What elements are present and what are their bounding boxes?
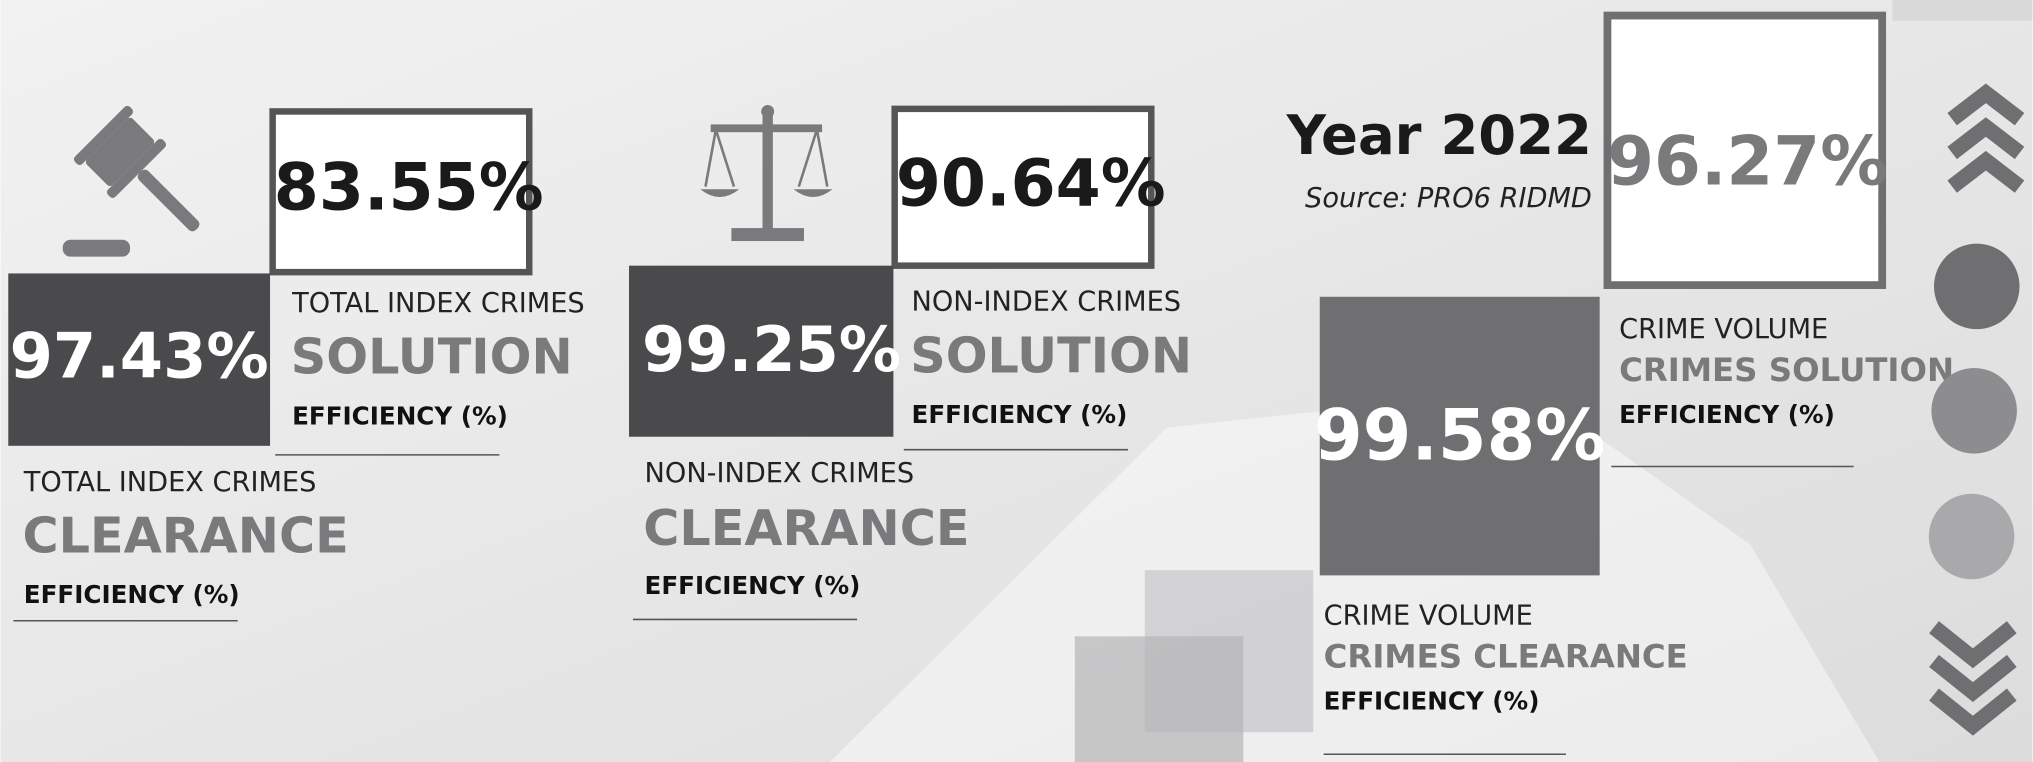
chevrons-down	[1929, 621, 2017, 736]
deco-square	[1074, 636, 1244, 762]
metric: CLEARANCE	[643, 499, 969, 557]
source: Source: PRO6 RIDMD	[1305, 183, 1592, 214]
category: TOTAL INDEX CRIMES	[23, 467, 317, 498]
value-box	[629, 265, 894, 437]
unit: EFFICIENCY (%)	[1619, 400, 1835, 429]
value-box	[891, 105, 1155, 269]
metric: CLEARANCE	[23, 507, 349, 565]
unit: EFFICIENCY (%)	[292, 401, 508, 430]
value: 99.58%	[1314, 395, 1605, 477]
circle	[1928, 493, 2015, 580]
scales-icon	[700, 104, 833, 242]
category: TOTAL INDEX CRIMES	[291, 288, 585, 319]
unit: EFFICIENCY (%)	[912, 400, 1128, 429]
circle	[1934, 243, 2020, 330]
unit: EFFICIENCY (%)	[645, 571, 861, 600]
category: NON-INDEX CRIMES	[645, 458, 915, 489]
year: Year 2022	[1286, 103, 1592, 167]
unit: EFFICIENCY (%)	[24, 580, 240, 609]
category: NON-INDEX CRIMES	[912, 287, 1182, 318]
value: 96.27%	[1607, 121, 1888, 200]
gavel-icon	[62, 105, 200, 257]
category: CRIME VOLUME	[1324, 600, 1533, 631]
value-box	[269, 108, 533, 276]
unit: EFFICIENCY (%)	[1324, 686, 1540, 715]
value-box	[8, 273, 271, 446]
category: CRIME VOLUME	[1619, 314, 1828, 345]
value: 99.25%	[642, 313, 901, 386]
chevrons-up	[1947, 83, 2025, 193]
metric: SOLUTION	[291, 328, 573, 386]
circle	[1931, 368, 2017, 454]
value: 90.64%	[896, 146, 1166, 221]
metric: CRIMES SOLUTION	[1619, 351, 1954, 389]
value: 83.55%	[274, 150, 544, 225]
value-box	[1603, 11, 1887, 289]
metric: SOLUTION	[910, 326, 1192, 384]
value: 97.43%	[10, 319, 269, 392]
value-box	[1319, 296, 1600, 576]
metric: CRIMES CLEARANCE	[1324, 637, 1688, 675]
